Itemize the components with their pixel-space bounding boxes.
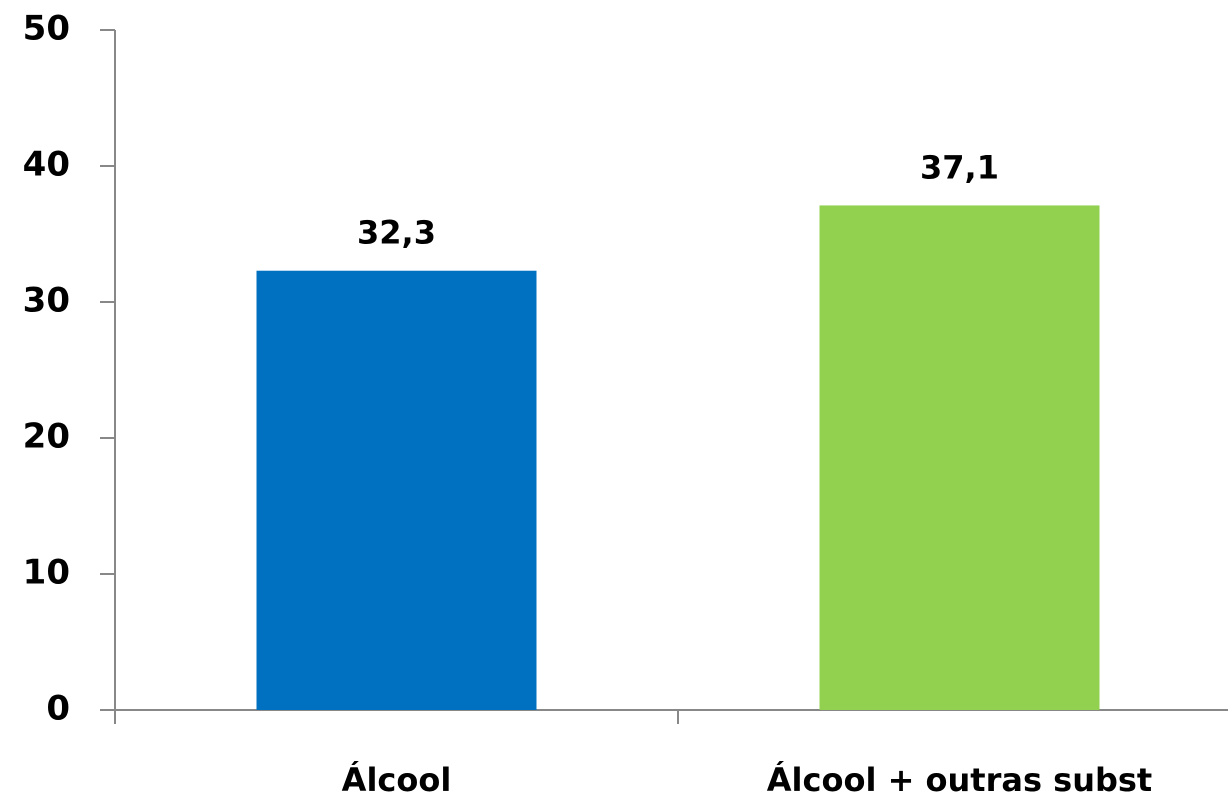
x-tick-label: Álcool + outras subst (767, 761, 1152, 799)
x-tick-label: Álcool (342, 761, 452, 799)
value-label: 32,3 (357, 214, 436, 252)
y-tick-label: 20 (23, 417, 70, 457)
y-tick-label: 0 (46, 689, 70, 729)
y-tick-label: 30 (23, 281, 70, 321)
y-tick-label: 50 (23, 9, 70, 49)
y-tick-label: 10 (23, 553, 70, 593)
bar (819, 205, 1100, 710)
bar (256, 270, 537, 710)
value-label: 37,1 (920, 148, 999, 186)
y-tick-label: 40 (23, 145, 70, 185)
